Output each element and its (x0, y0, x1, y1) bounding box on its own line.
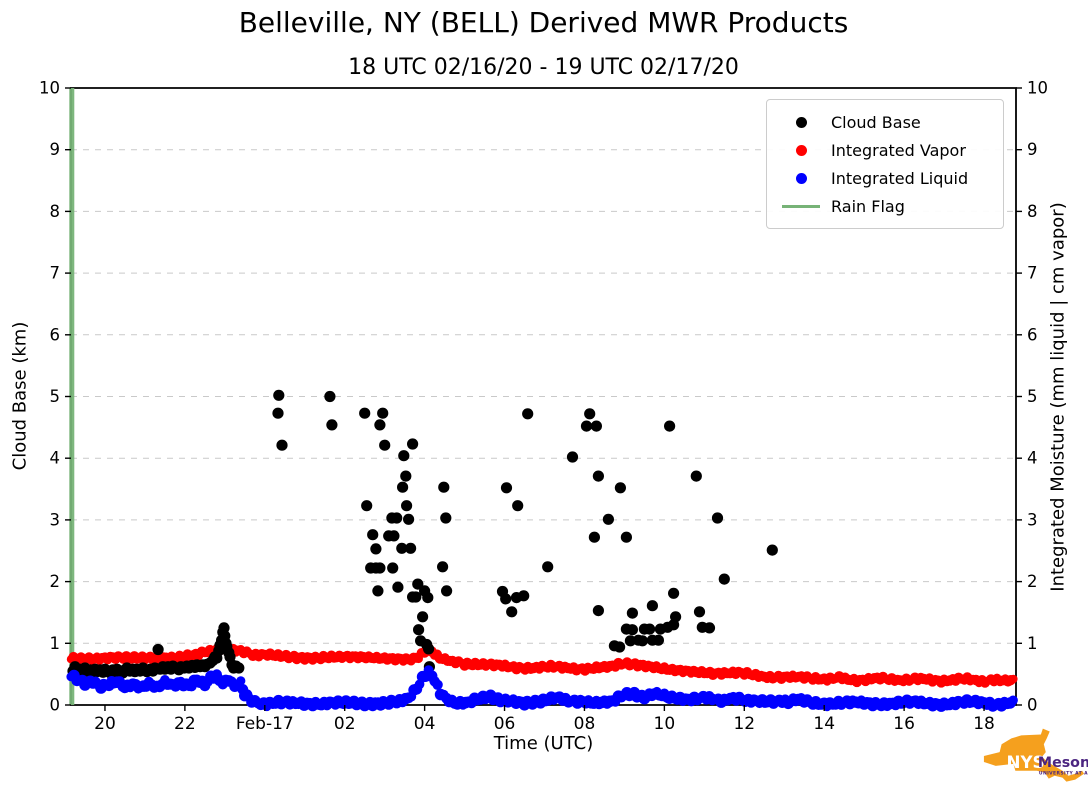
legend-label: Rain Flag (831, 196, 905, 216)
x-axis-label: Time (UTC) (493, 733, 594, 754)
tick-label: 4 (50, 449, 61, 468)
legend-dot-marker (779, 172, 823, 184)
tick-label: 1 (50, 634, 61, 653)
legend: Cloud Base Integrated Vapor Integrated Liq… (766, 99, 1004, 229)
tick-label: 4 (1027, 449, 1038, 468)
legend-label: Integrated Vapor (831, 140, 966, 160)
tick-label: 04 (414, 714, 436, 734)
tick-label: 12 (733, 714, 755, 734)
tick-label: 6 (50, 325, 61, 344)
tick-label: 10 (1027, 79, 1048, 98)
logo-nys-text: NYS (1007, 753, 1045, 772)
tick-label: 02 (334, 714, 356, 734)
tick-label: 0 (50, 696, 61, 715)
axis-tick-labels: 20 22 Feb-17 02 04 06 08 10 12 14 16 180 01 12 23 34 45 5… (39, 79, 1048, 735)
legend-item-integrated-liquid: Integrated Liquid (779, 164, 999, 192)
tick-label: 20 (94, 714, 116, 734)
legend-item-rain-flag: Rain Flag (779, 192, 999, 220)
legend-item-cloud-base: Cloud Base (779, 108, 999, 136)
logo-tagline-text: UNIVERSITY AT ALBANY (1039, 771, 1088, 777)
rain-flag-line (69, 88, 75, 705)
tick-label: 8 (50, 202, 61, 221)
chart-subtitle: 18 UTC 02/16/20 - 19 UTC 02/17/20 (348, 55, 739, 80)
y-axis-label-right: Integrated Moisture (mm liquid | cm vapo… (1047, 202, 1069, 592)
legend-item-integrated-vapor: Integrated Vapor (779, 136, 999, 164)
tick-label: 7 (1027, 264, 1038, 283)
tick-label: 08 (574, 714, 596, 734)
legend-line-marker (779, 204, 823, 208)
legend-label: Integrated Liquid (831, 168, 969, 188)
tick-label: 22 (174, 714, 196, 734)
tick-label: 9 (50, 140, 61, 159)
tick-label: 14 (813, 714, 835, 734)
integrated-liquid-points (66, 665, 1018, 712)
tick-label: 2 (1027, 572, 1038, 591)
logo-mesonet-text: Mesonet (1038, 755, 1088, 771)
legend-dot-marker (779, 144, 823, 156)
tick-label: 1 (1027, 634, 1038, 653)
tick-label: 5 (1027, 387, 1038, 406)
tick-label: 10 (654, 714, 676, 734)
y-axis-label-left: Cloud Base (km) (9, 321, 31, 471)
tick-label: 18 (973, 714, 995, 734)
legend-dot-marker (779, 116, 823, 128)
nys-mesonet-logo: NYS Mesonet UNIVERSITY AT ALBANY (980, 724, 1089, 794)
tick-label: Feb-17 (236, 714, 294, 734)
tick-label: 5 (50, 387, 61, 406)
tick-label: 16 (893, 714, 915, 734)
ny-state-shape (983, 728, 1085, 782)
tick-label: 2 (50, 572, 61, 591)
legend-label: Cloud Base (831, 112, 921, 132)
tick-label: 7 (50, 264, 61, 283)
cloud-base-points (67, 389, 778, 679)
tick-label: 10 (39, 79, 60, 98)
integrated-vapor-points (66, 642, 1018, 688)
tick-label: 3 (1027, 510, 1038, 529)
tick-label: 8 (1027, 202, 1038, 221)
chart-title: Belleville, NY (BELL) Derived MWR Produc… (238, 6, 849, 39)
tick-label: 9 (1027, 140, 1038, 159)
tick-label: 3 (50, 510, 61, 529)
tick-label: 6 (1027, 325, 1038, 344)
axis-ticks (65, 87, 1022, 711)
tick-label: 06 (494, 714, 516, 734)
tick-label: 0 (1027, 696, 1038, 715)
